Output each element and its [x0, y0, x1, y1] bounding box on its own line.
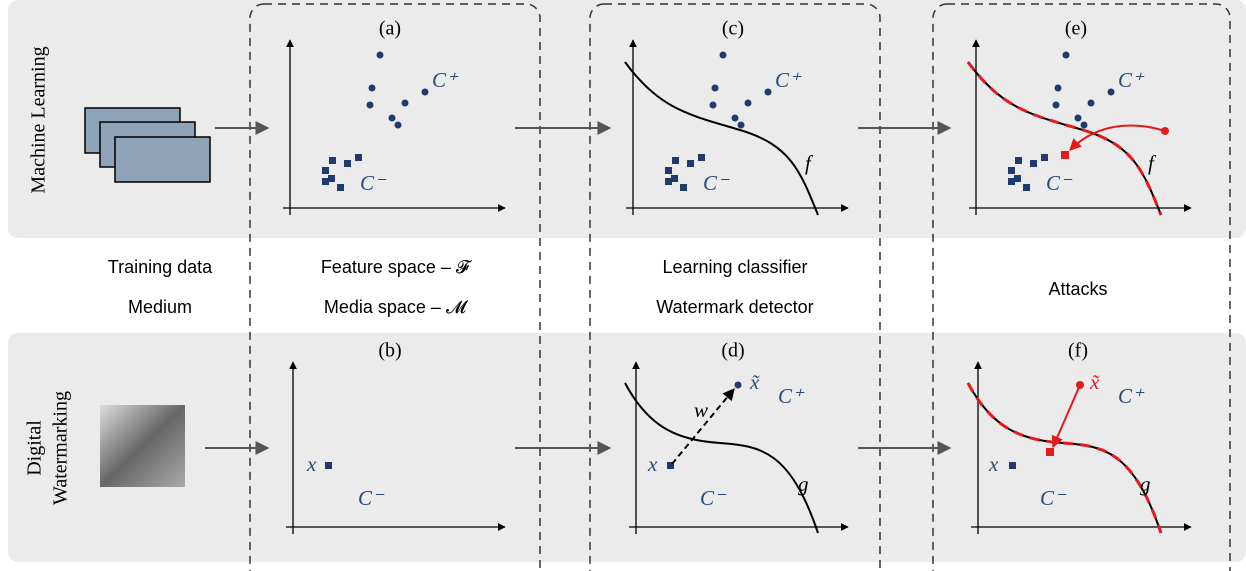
row-label: Digital	[24, 420, 46, 476]
band-ml	[8, 0, 1246, 238]
point-label: x	[306, 452, 317, 476]
class-label: C⁺	[432, 68, 459, 92]
diagram: Machine Learning Digital Watermarking Tr…	[0, 0, 1246, 571]
watermark-label: w	[694, 398, 708, 422]
point	[422, 89, 429, 96]
attack-point	[1076, 381, 1084, 389]
class-label: C⁻	[703, 171, 730, 195]
point	[367, 102, 374, 109]
point-label: x	[647, 452, 658, 476]
panel-label: (a)	[379, 18, 401, 40]
caption: Attacks	[1048, 279, 1107, 299]
panel-label: (f)	[1068, 340, 1088, 362]
row-label: Watermarking	[50, 391, 72, 505]
point	[322, 167, 329, 174]
point	[735, 382, 742, 389]
point	[329, 157, 336, 164]
point-label: x	[988, 452, 999, 476]
point	[389, 115, 396, 122]
point	[328, 175, 335, 182]
class-label: C⁻	[700, 486, 727, 510]
attack-point	[1161, 127, 1169, 135]
class-label: C⁺	[1118, 68, 1145, 92]
caption: Watermark detector	[656, 297, 813, 317]
caption: Training data	[108, 257, 213, 277]
caption: Medium	[128, 297, 192, 317]
class-label: C⁺	[1118, 384, 1145, 408]
point	[322, 178, 329, 185]
caption: Media space – 𝓜	[324, 297, 469, 317]
medium-image	[100, 405, 185, 487]
point	[337, 184, 344, 191]
point-label: x̃	[749, 370, 760, 394]
class-label: C⁺	[778, 384, 805, 408]
class-label: C⁻	[360, 171, 387, 195]
class-label: C⁻	[1040, 486, 1067, 510]
class-label: C⁻	[1046, 171, 1073, 195]
point	[377, 52, 384, 59]
row-label: Machine Learning	[28, 46, 50, 193]
point	[369, 85, 376, 92]
class-label: C⁺	[775, 68, 802, 92]
caption: Feature space – 𝓕	[321, 257, 473, 277]
data-sheet	[115, 137, 210, 182]
caption: Learning classifier	[662, 257, 807, 277]
attack-point	[1061, 151, 1069, 159]
point	[344, 160, 351, 167]
point-label: x̃	[1089, 370, 1100, 394]
attack-point	[1046, 448, 1054, 456]
point	[355, 154, 362, 161]
panel-label: (b)	[378, 340, 401, 362]
class-label: C⁻	[358, 486, 385, 510]
point	[1009, 462, 1016, 469]
boundary-label: g	[798, 472, 809, 496]
panel-label: (e)	[1065, 18, 1087, 40]
point	[402, 100, 409, 107]
boundary-label: g	[1140, 472, 1151, 496]
panel-label: (c)	[722, 18, 744, 40]
point	[395, 122, 402, 129]
panel-label: (d)	[721, 340, 744, 362]
point	[325, 462, 332, 469]
